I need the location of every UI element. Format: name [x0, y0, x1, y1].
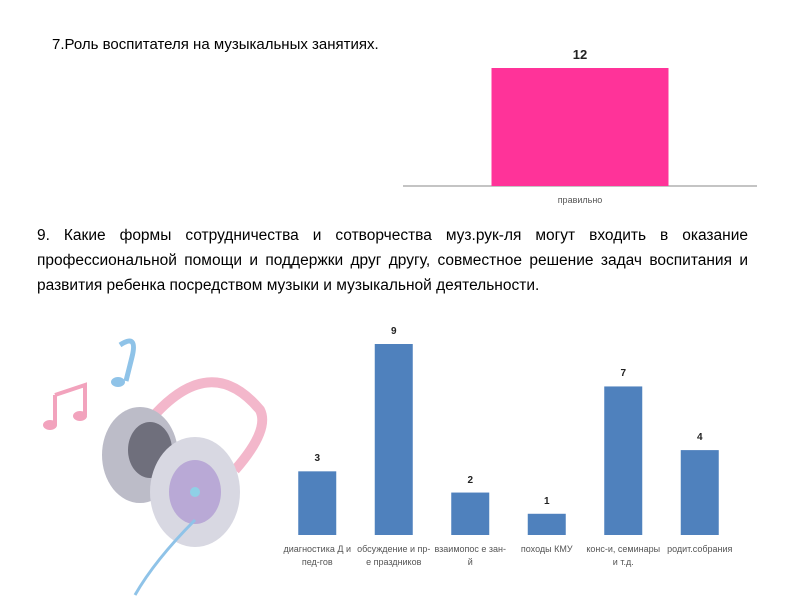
- value-label: 3: [314, 453, 321, 465]
- chart-title: 7.Роль воспитателя на музыкальных заняти…: [52, 36, 379, 53]
- value-label: 2: [467, 474, 474, 486]
- bar: [491, 68, 669, 186]
- bar: [298, 471, 337, 535]
- value-label: 9: [390, 326, 397, 337]
- bar: [680, 450, 719, 535]
- x-tick-label: конс-и, семинары и т.д.: [586, 544, 661, 567]
- x-tick-label: походы КМУ: [520, 544, 573, 554]
- value-label: 1: [543, 495, 550, 507]
- value-label: 4: [696, 432, 703, 444]
- bar: [604, 386, 643, 535]
- bar: [374, 344, 413, 535]
- x-tick-label: правильно: [557, 195, 603, 205]
- value-label: 12: [572, 47, 588, 62]
- headphones-illustration: [43, 338, 268, 596]
- bar: [451, 492, 490, 535]
- value-label: 7: [620, 368, 627, 380]
- x-tick-label: диагностика Д и пед-гов: [283, 544, 351, 567]
- x-tick-label: обсуждение и пр-е праздников: [357, 544, 431, 567]
- bar: [527, 513, 566, 535]
- x-tick-label: взаимопос е зан-й: [434, 544, 507, 567]
- chart-title: 9. Какие формы сотрудничества и сотворче…: [37, 227, 748, 294]
- x-tick-label: родит.собрания: [667, 544, 733, 554]
